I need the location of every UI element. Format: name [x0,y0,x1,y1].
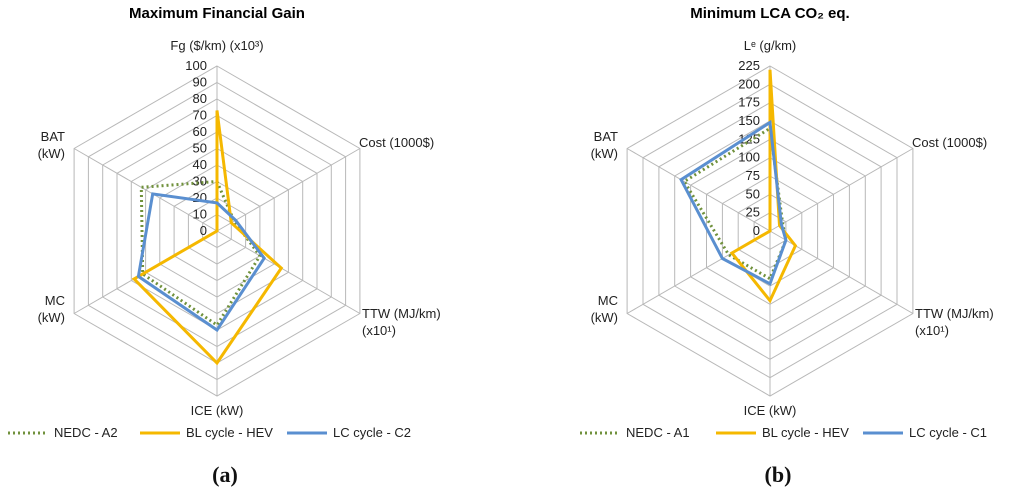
axis-label: (kW) [591,146,618,161]
series-line [136,192,267,333]
axis-label: Fg ($/km) (x10³) [170,38,263,53]
legend-label: LC cycle - C1 [909,425,987,440]
legend-label: NEDC - A2 [54,425,118,440]
tick-label: 225 [738,58,760,73]
axis-label: (kW) [591,310,618,325]
tick-label: 80 [193,91,207,106]
tick-label: 0 [200,223,207,238]
axis-label: ICE (kW) [191,403,244,418]
tick-label: 30 [193,174,207,189]
axis-label: (kW) [38,146,65,161]
grid-spoke [769,148,914,232]
panel-label: (b) [765,462,792,487]
axis-label: ICE (kW) [744,403,797,418]
chart-title: Maximum Financial Gain [129,5,305,22]
legend-label: BL cycle - HEV [186,425,273,440]
series-line [729,69,798,304]
tick-label: 60 [193,124,207,139]
axis-label: MC [598,293,618,308]
tick-label: 100 [185,58,207,73]
series-line [679,119,788,286]
axis-label: Cost (1000$) [912,135,987,150]
legend-label: NEDC - A1 [626,425,690,440]
grid-spoke [216,230,361,314]
axis-label: Lᵉ (g/km) [744,38,797,53]
axis-label: BAT [41,129,65,144]
tick-label: 0 [753,223,760,238]
tick-label: 70 [193,108,207,123]
tick-label: 90 [193,75,207,90]
tick-label: 25 [746,205,760,220]
axis-label: (x10¹) [362,323,396,338]
tick-label: 175 [738,95,760,110]
tick-label: 50 [746,186,760,201]
grid-spoke [73,148,218,232]
tick-label: 100 [738,150,760,165]
legend-label: BL cycle - HEV [762,425,849,440]
tick-label: 20 [193,190,207,205]
grid-spoke [626,148,771,232]
tick-label: 150 [738,113,760,128]
tick-label: 75 [746,168,760,183]
legend-label: LC cycle - C2 [333,425,411,440]
axis-label: TTW (MJ/km) [915,306,994,321]
axis-label: BAT [594,129,618,144]
chart-title: Minimum LCA CO₂ eq. [690,5,849,22]
axis-label: Cost (1000$) [359,135,434,150]
axis-label: (kW) [38,310,65,325]
grid-spoke [769,230,914,314]
grid-spoke [216,148,361,232]
tick-label: 50 [193,141,207,156]
tick-label: 200 [738,76,760,91]
tick-label: 40 [193,157,207,172]
axis-label: (x10¹) [915,323,949,338]
axis-label: TTW (MJ/km) [362,306,441,321]
axis-label: MC [45,293,65,308]
series-line [131,110,284,366]
tick-label: 10 [193,207,207,222]
tick-label: 125 [738,131,760,146]
panel-label: (a) [212,462,238,487]
